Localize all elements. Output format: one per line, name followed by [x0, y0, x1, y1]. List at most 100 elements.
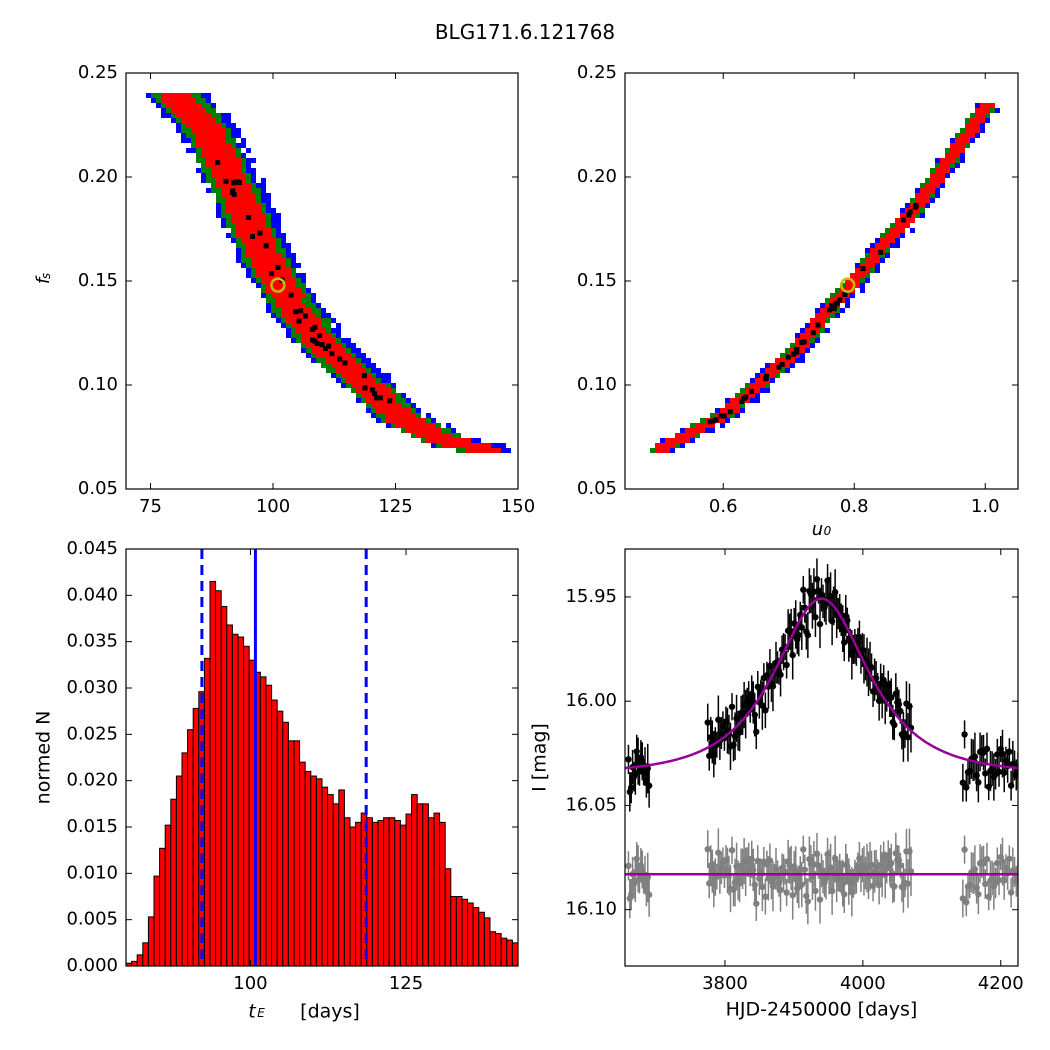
region-cell [401, 413, 406, 418]
region-cell [196, 103, 201, 108]
region-cell [476, 438, 481, 443]
region-cell [241, 183, 246, 188]
region-cell [201, 153, 206, 158]
region-cell [451, 438, 456, 443]
histogram-bar [203, 657, 211, 967]
region-cell [261, 273, 266, 278]
region-cell [825, 318, 830, 323]
region-cell [281, 323, 286, 328]
y-tick-label: 0.035 [66, 631, 118, 652]
region-cell [231, 218, 236, 223]
region-cell [760, 373, 765, 378]
region-cell [710, 423, 715, 428]
region-cell [925, 183, 930, 188]
histogram-bar [159, 847, 166, 967]
region-cell [341, 348, 346, 353]
region-cell [371, 383, 376, 388]
data-point [628, 784, 635, 791]
region-cell [660, 443, 665, 448]
region-cell [930, 193, 935, 198]
region-cell [895, 223, 900, 228]
region-cell [276, 268, 281, 273]
region-cell [431, 428, 436, 433]
best-chi2-cell [250, 234, 256, 240]
region-cell [466, 443, 471, 448]
region-cell [246, 198, 251, 203]
region-cell [446, 438, 451, 443]
region-cell [156, 103, 161, 108]
region-cell [935, 178, 940, 183]
region-cell [755, 398, 760, 403]
region-cell [266, 203, 271, 208]
region-cell [835, 288, 840, 293]
region-cell [461, 443, 466, 448]
x-tick-label: 3800 [702, 973, 748, 994]
region-cell [261, 278, 266, 283]
data-point [736, 729, 743, 736]
region-cell [336, 338, 341, 343]
region-cell [336, 353, 341, 358]
region-cell [246, 203, 251, 208]
histogram-bar [282, 721, 289, 967]
region-cell [765, 383, 770, 388]
region-cell [196, 143, 201, 148]
region-cell [396, 413, 401, 418]
region-cell [261, 198, 266, 203]
region-cell [456, 438, 461, 443]
best-chi2-cell [326, 343, 332, 349]
region-cell [381, 403, 386, 408]
region-cell [880, 258, 885, 263]
region-cell [905, 218, 910, 223]
region-cell [221, 213, 226, 218]
region-cell [371, 363, 376, 368]
region-cell [321, 318, 326, 323]
region-cell [301, 328, 306, 333]
region-cell [316, 303, 321, 308]
best-chi2-cell [361, 373, 367, 379]
region-cell [885, 238, 890, 243]
histogram-bar [467, 902, 474, 967]
residual-point [633, 855, 640, 863]
region-cell [221, 183, 226, 188]
residual-point [704, 845, 711, 853]
region-cell [481, 448, 486, 453]
region-cell [176, 98, 181, 103]
region-cell [815, 328, 820, 333]
region-cell [396, 398, 401, 403]
region-cell [221, 148, 226, 153]
region-cell [785, 363, 790, 368]
region-cell [945, 163, 950, 168]
region-cell [935, 193, 940, 198]
region-cell [231, 123, 236, 128]
region-cell [171, 93, 176, 98]
region-cell [421, 438, 426, 443]
region-cell [251, 173, 256, 178]
residual-point [971, 866, 979, 873]
region-cell [211, 128, 216, 133]
region-cell [845, 298, 850, 303]
region-cell [276, 253, 281, 258]
region-cell [281, 243, 286, 248]
region-cell [446, 443, 451, 448]
region-cell [241, 208, 246, 213]
region-cell [386, 378, 391, 383]
region-cell [895, 233, 900, 238]
plot-area [625, 558, 1018, 925]
region-cell [236, 213, 241, 218]
region-cell [411, 428, 416, 433]
region-cell [401, 428, 406, 433]
region-cell [191, 98, 196, 103]
region-cell [975, 108, 980, 113]
region-cell [221, 118, 226, 123]
region-cell [765, 388, 770, 393]
region-cell [206, 168, 211, 173]
region-cell [276, 318, 281, 323]
histogram-bar [147, 916, 155, 967]
region-cell [361, 393, 366, 398]
region-cell [226, 213, 231, 218]
region-cell [186, 138, 191, 143]
histogram-bar [131, 960, 138, 967]
region-cell [905, 223, 910, 228]
region-cell [266, 283, 271, 288]
best-chi2-cell [298, 308, 304, 314]
